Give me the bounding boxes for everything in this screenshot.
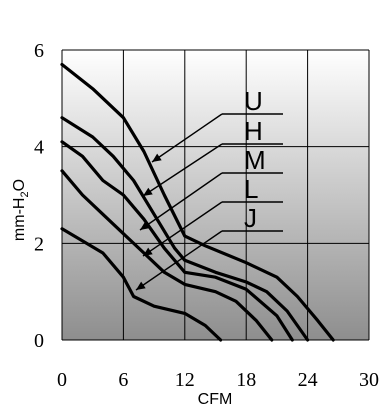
y-tick-label: 4 [34, 137, 44, 159]
series-label-m: M [244, 145, 266, 175]
series-label-j: J [244, 203, 257, 233]
series-label-h: H [244, 116, 263, 146]
x-tick-label: 30 [359, 369, 379, 391]
series-label-l: L [244, 174, 258, 204]
y-axis-title-main: mm-H [11, 198, 28, 242]
x-tick-label: 18 [236, 369, 256, 391]
y-tick-label: 2 [34, 233, 44, 255]
x-axis-title: CFM [198, 391, 233, 408]
y-tick-label: 0 [34, 330, 44, 352]
y-axis-title-end: O [11, 179, 28, 191]
x-tick-label: 12 [175, 369, 195, 391]
x-tick-label: 6 [118, 369, 128, 391]
series-label-u: U [244, 86, 263, 116]
y-tick-label: 6 [34, 40, 44, 62]
y-axis-title: mm-H2O [11, 179, 31, 241]
plot-background [62, 50, 369, 340]
x-tick-label: 0 [57, 369, 67, 391]
x-tick-label: 24 [298, 369, 318, 391]
